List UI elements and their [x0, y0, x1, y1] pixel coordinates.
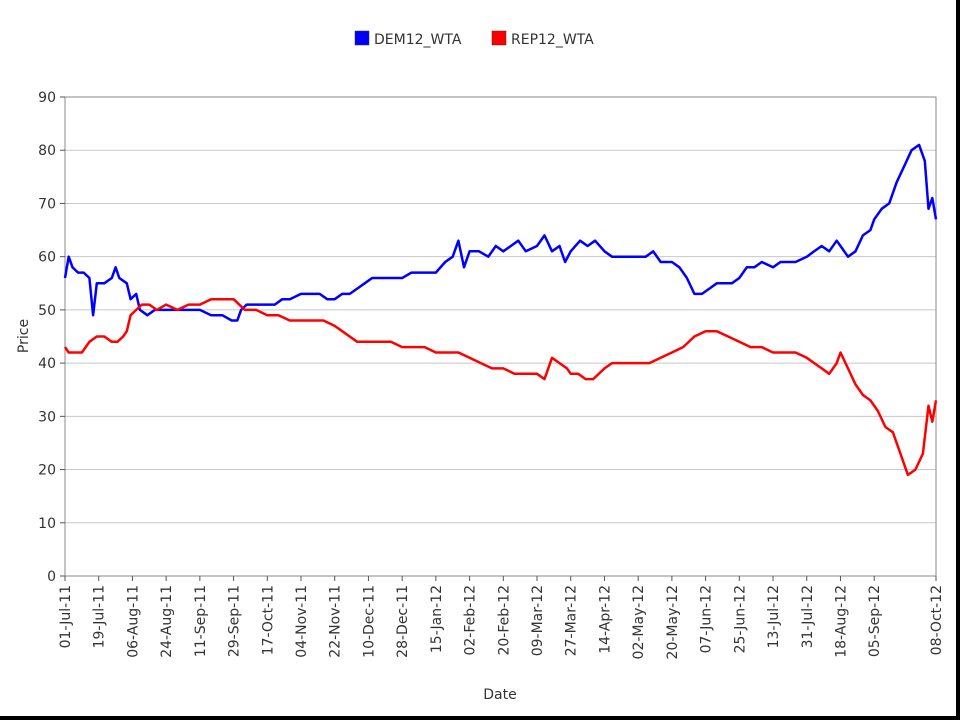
y-tick-label: 30	[38, 409, 56, 425]
y-tick-label: 10	[38, 516, 56, 532]
legend-swatch	[354, 30, 370, 46]
x-tick-label: 18-Aug-12	[833, 585, 849, 658]
x-tick-label: 17-Oct-11	[260, 585, 276, 655]
x-tick-label: 08-Oct-12	[929, 585, 945, 655]
x-tick-label: 27-Mar-12	[564, 585, 580, 656]
x-tick-label: 24-Aug-11	[159, 585, 175, 658]
y-tick-label: 20	[38, 463, 56, 479]
series-line-dem12-wta	[63, 143, 938, 322]
x-tick-label: 14-Apr-12	[597, 585, 613, 654]
x-axis-ticks: 01-Jul-11 19-Jul-11 06-Aug-11 24-Aug-11 11-S…	[58, 576, 945, 659]
x-tick-label: 01-Jul-11	[58, 585, 74, 648]
x-tick-label: 25-Jun-12	[732, 585, 748, 653]
x-axis-label: Date	[483, 687, 516, 703]
y-tick-label: 0	[47, 569, 56, 585]
legend-label: REP12_WTA	[511, 32, 594, 48]
plot-area-border	[64, 96, 937, 577]
x-tick-label: 04-Nov-11	[294, 585, 310, 658]
x-tick-label: 10-Dec-11	[361, 585, 377, 658]
legend: DEM12_WTA REP12_WTA	[354, 30, 594, 48]
y-tick-label: 80	[38, 143, 56, 159]
y-tick-label: 90	[38, 90, 56, 106]
x-tick-label: 20-Feb-12	[496, 585, 512, 656]
x-tick-label: 05-Sep-12	[867, 585, 883, 657]
x-tick-label: 09-Mar-12	[530, 585, 546, 656]
legend-swatch	[491, 30, 507, 46]
x-tick-label: 29-Sep-11	[227, 585, 243, 657]
series-lines	[63, 143, 938, 477]
y-axis-label: Price	[16, 319, 32, 353]
x-tick-label: 07-Jun-12	[699, 585, 715, 653]
legend-label: DEM12_WTA	[374, 32, 462, 48]
x-tick-label: 15-Jan-12	[429, 585, 445, 653]
x-tick-label: 06-Aug-11	[125, 585, 141, 658]
x-tick-label: 02-May-12	[631, 585, 647, 659]
y-tick-label: 60	[38, 250, 56, 266]
x-tick-label: 13-Jul-12	[766, 585, 782, 648]
y-tick-label: 70	[38, 196, 56, 212]
y-axis-ticks: 0 10 20 30 40 50 60 70 80 90	[38, 90, 65, 585]
y-tick-label: 50	[38, 303, 56, 319]
x-tick-label: 02-Feb-12	[463, 585, 479, 656]
y-tick-label: 40	[38, 356, 56, 372]
x-tick-label: 22-Nov-11	[328, 585, 344, 658]
x-tick-label: 11-Sep-11	[193, 585, 209, 657]
x-tick-label: 19-Jul-11	[92, 585, 108, 648]
x-tick-label: 28-Dec-11	[395, 585, 411, 658]
x-tick-label: 31-Jul-12	[800, 585, 816, 648]
series-line-rep12-wta	[63, 297, 938, 477]
x-tick-label: 20-May-12	[665, 585, 681, 659]
